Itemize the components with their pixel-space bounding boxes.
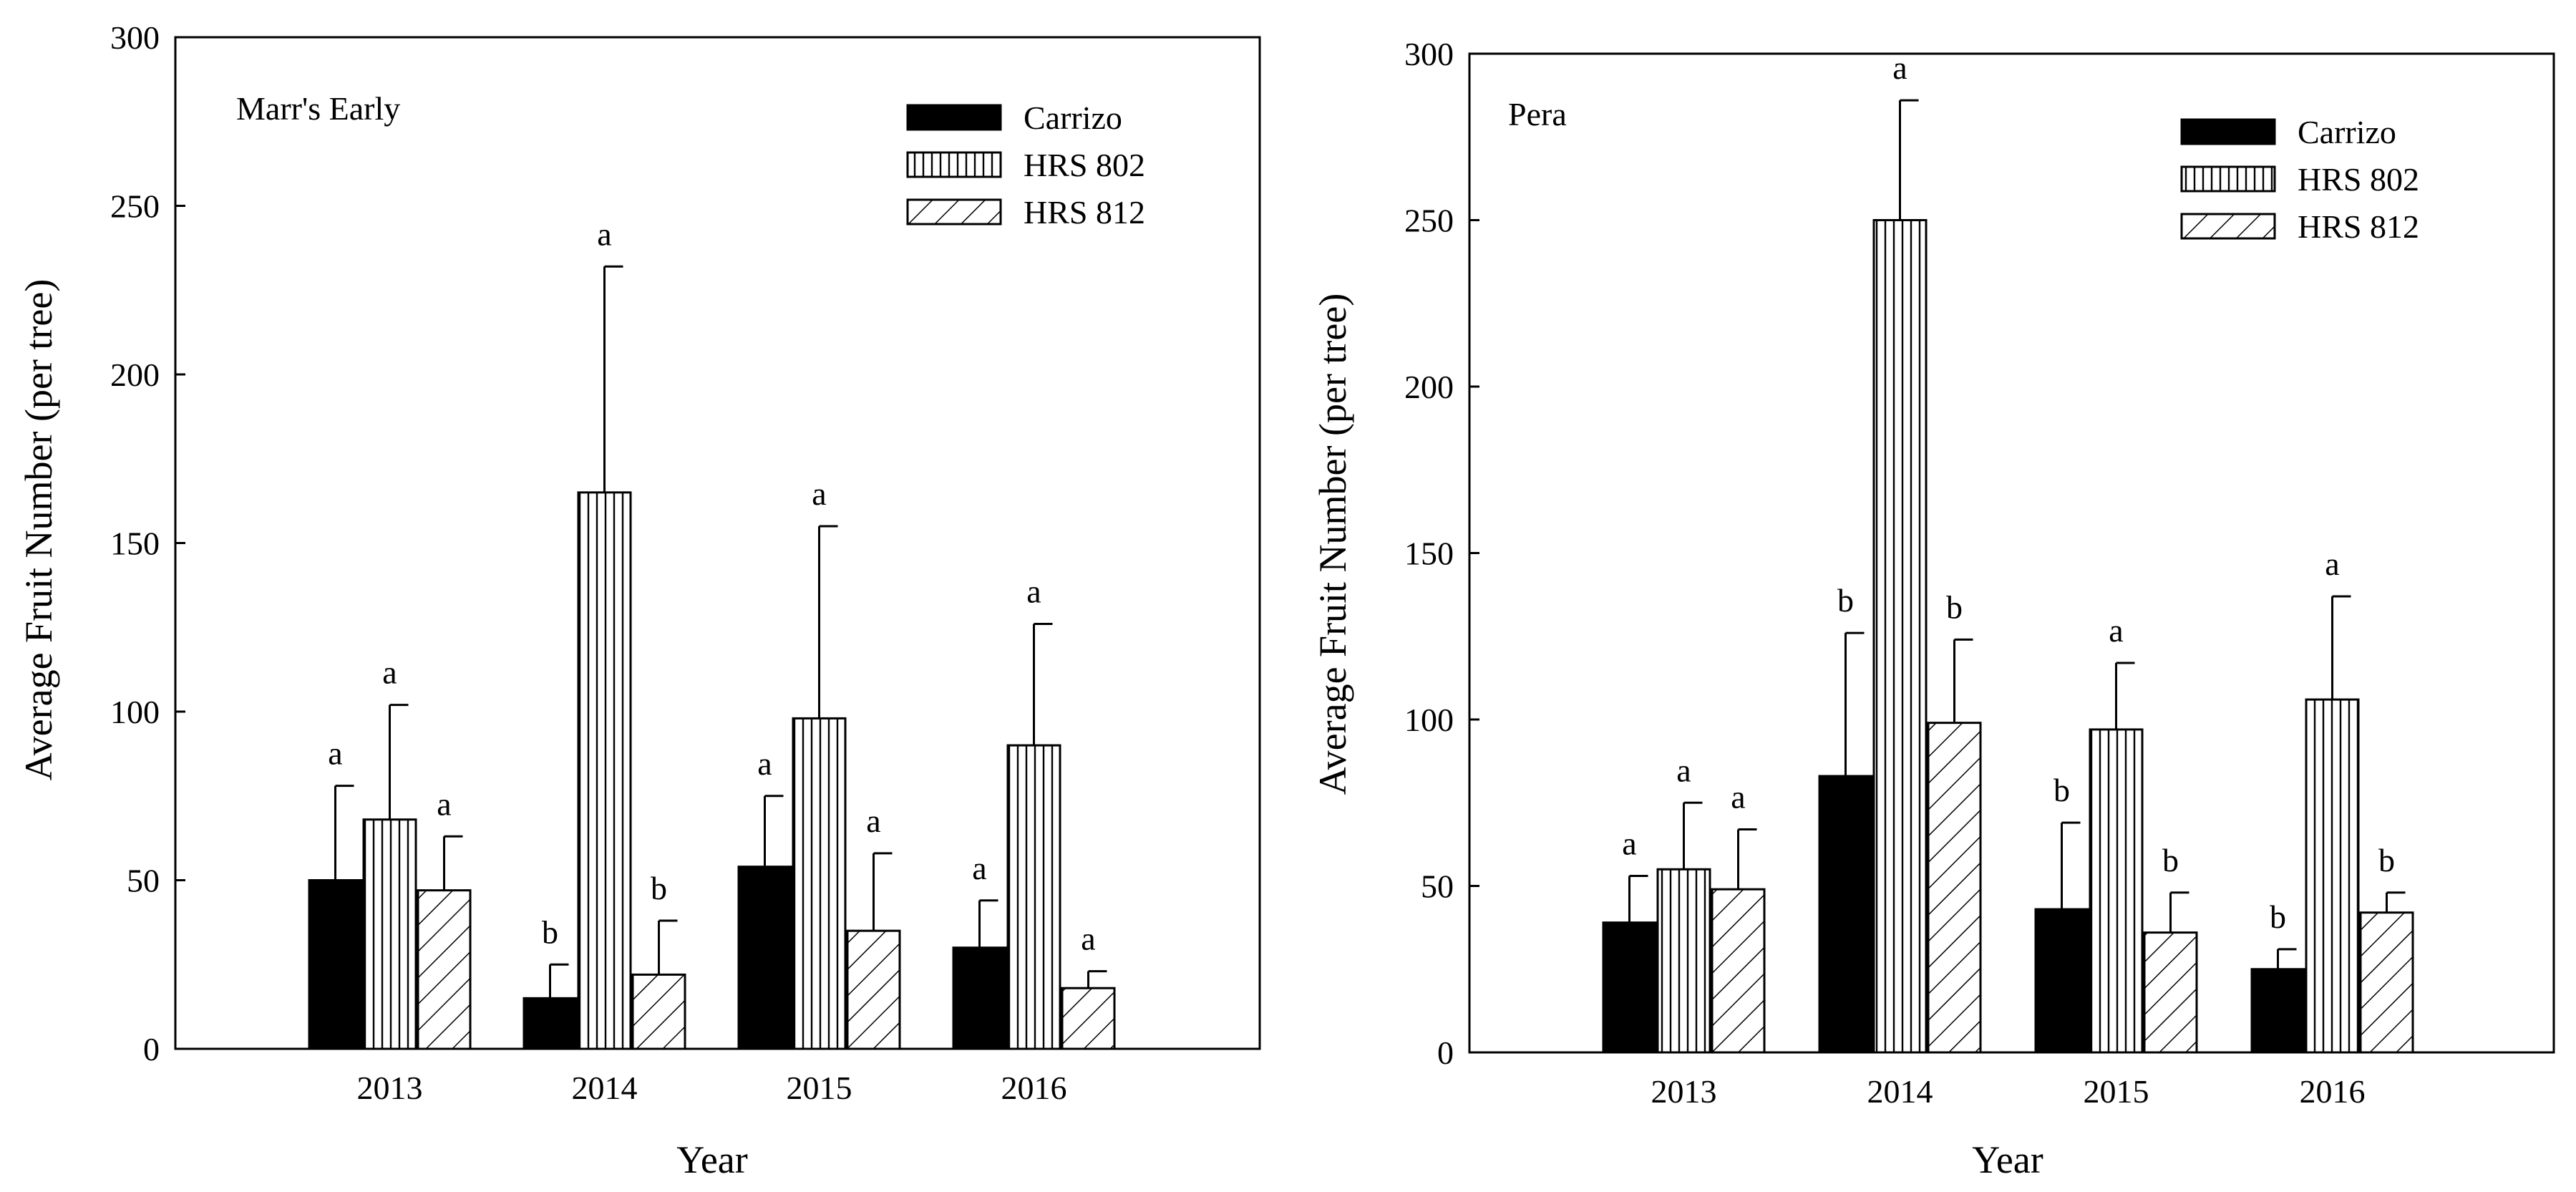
x-tick-label: 2016: [1001, 1070, 1067, 1106]
y-tick-label: 50: [127, 863, 160, 899]
significance-letter: b: [651, 870, 667, 906]
panel-title: Pera: [1508, 96, 1567, 132]
y-tick-label: 150: [1404, 536, 1454, 572]
legend-swatch-hrs-802: [2180, 165, 2276, 193]
significance-letter: b: [2378, 842, 2395, 878]
plot-frame: [1468, 52, 2555, 1054]
y-tick-label: 200: [1404, 369, 1454, 405]
legend-label: HRS 802: [2298, 161, 2419, 198]
bar-hrs-812-2013: [1711, 888, 1766, 1054]
panel-title: Marr's Early: [236, 90, 400, 127]
bar-hrs-802-2015: [792, 717, 847, 1050]
x-tick-label: 2014: [572, 1070, 638, 1106]
significance-letter: a: [328, 735, 342, 772]
significance-letter: a: [1026, 573, 1041, 610]
x-axis-label: Year: [1972, 1138, 2043, 1181]
y-axis-label: Average Fruit Number (per tree): [17, 279, 60, 781]
bar-carrizo-2014: [523, 997, 578, 1050]
legend-label: Carrizo: [2298, 114, 2396, 150]
significance-letter: a: [812, 475, 826, 512]
bar-hrs-812-2014: [631, 973, 686, 1050]
legend-swatch-hrs-802: [906, 151, 1002, 178]
y-tick-label: 0: [143, 1031, 160, 1067]
bar-hrs-802-2016: [2305, 698, 2360, 1054]
significance-letter: a: [972, 850, 986, 886]
significance-letter: b: [542, 914, 558, 950]
bar-hrs-802-2016: [1006, 744, 1061, 1050]
y-tick-label: 200: [110, 357, 160, 393]
bar-hrs-802-2014: [577, 491, 632, 1050]
x-tick-label: 2015: [2084, 1073, 2149, 1110]
bar-hrs-802-2014: [1872, 219, 1928, 1054]
significance-letter: a: [2109, 612, 2123, 649]
y-tick-label: 150: [110, 525, 160, 562]
legend-label: HRS 802: [1024, 147, 1145, 183]
bar-hrs-802-2013: [362, 818, 417, 1050]
bar-hrs-812-2016: [2359, 911, 2414, 1054]
significance-letter: a: [382, 654, 397, 691]
x-tick-label: 2016: [2300, 1073, 2366, 1110]
significance-letter: a: [757, 745, 772, 782]
legend-swatch-hrs-812: [906, 198, 1002, 226]
significance-letter: b: [2270, 898, 2286, 935]
x-tick-label: 2013: [357, 1070, 423, 1106]
y-tick-label: 250: [110, 188, 160, 225]
bar-hrs-812-2016: [1061, 987, 1116, 1050]
significance-letter: a: [1892, 49, 1907, 86]
bar-carrizo-2015: [737, 866, 792, 1050]
bar-carrizo-2013: [308, 879, 363, 1050]
x-tick-label: 2013: [1651, 1073, 1717, 1110]
legend-label: Carrizo: [1024, 100, 1122, 136]
legend-swatch-hrs-812: [2180, 213, 2276, 240]
y-axis-label: Average Fruit Number (per tree): [1311, 294, 1354, 795]
significance-letter: a: [2325, 546, 2339, 582]
legend-swatch-carrizo: [906, 104, 1002, 131]
bar-carrizo-2014: [1818, 775, 1873, 1054]
bar-hrs-812-2014: [1927, 722, 1982, 1054]
x-tick-label: 2014: [1867, 1073, 1933, 1110]
significance-letter: a: [1622, 825, 1636, 862]
y-tick-label: 300: [110, 19, 160, 56]
x-tick-label: 2015: [787, 1070, 852, 1106]
significance-letter: b: [2053, 772, 2070, 808]
bar-carrizo-2016: [2250, 968, 2305, 1054]
significance-letter: b: [2162, 842, 2179, 878]
y-tick-label: 100: [110, 694, 160, 730]
legend-label: HRS 812: [2298, 208, 2419, 245]
significance-letter: b: [1946, 588, 1963, 625]
bar-hrs-802-2013: [1656, 868, 1711, 1054]
bar-hrs-812-2013: [417, 889, 472, 1050]
chart-panel-marrs-early: Average Fruit Number (per tree) Year Mar…: [17, 19, 1261, 1181]
bar-carrizo-2016: [952, 946, 1007, 1050]
significance-letter: a: [1676, 752, 1691, 788]
significance-letter: a: [1081, 921, 1095, 957]
bar-hrs-812-2015: [846, 929, 901, 1050]
y-tick-label: 0: [1437, 1034, 1454, 1071]
bar-carrizo-2013: [1602, 921, 1657, 1054]
bar-hrs-812-2015: [2143, 931, 2198, 1054]
significance-letter: a: [1731, 778, 1745, 815]
y-tick-label: 300: [1404, 36, 1454, 72]
y-tick-label: 50: [1421, 868, 1454, 905]
significance-letter: a: [866, 803, 880, 839]
significance-letter: a: [597, 215, 611, 252]
bar-hrs-802-2015: [2089, 728, 2144, 1054]
y-tick-label: 250: [1404, 203, 1454, 239]
legend-label: HRS 812: [1024, 194, 1145, 231]
significance-letter: b: [1837, 582, 1854, 619]
chart-panel-pera: Average Fruit Number (per tree) Year Per…: [1311, 36, 2555, 1181]
legend-swatch-carrizo: [2180, 118, 2276, 145]
x-axis-label: Year: [676, 1138, 748, 1181]
bar-carrizo-2015: [2034, 908, 2089, 1054]
y-tick-label: 100: [1404, 702, 1454, 738]
significance-letter: a: [437, 785, 451, 822]
